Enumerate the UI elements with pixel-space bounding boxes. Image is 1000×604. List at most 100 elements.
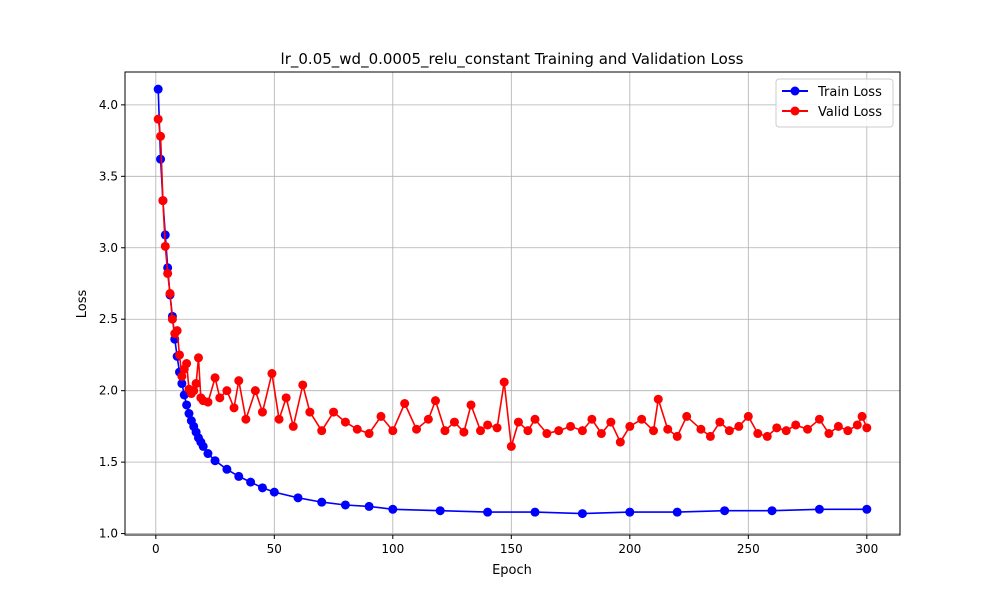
valid-loss-point xyxy=(340,417,350,427)
valid-loss-point xyxy=(329,407,339,417)
valid-loss-point xyxy=(753,429,763,439)
train-loss-point xyxy=(577,509,587,519)
valid-loss-point xyxy=(803,424,813,434)
x-tick-label: 100 xyxy=(381,542,404,556)
valid-loss-point xyxy=(156,131,166,141)
valid-loss-point xyxy=(274,414,284,424)
valid-loss-point xyxy=(222,386,232,396)
valid-loss-point xyxy=(843,426,853,436)
train-loss-point xyxy=(435,506,445,516)
valid-loss-point xyxy=(163,268,173,278)
y-tick-label: 4.0 xyxy=(99,98,118,112)
valid-loss-point xyxy=(734,421,744,431)
series-layer xyxy=(153,84,872,519)
valid-loss-point xyxy=(189,386,199,396)
train-loss-point xyxy=(153,84,163,94)
train-loss-point xyxy=(388,504,398,514)
valid-loss-point xyxy=(298,380,308,390)
valid-loss-point xyxy=(215,393,225,403)
train-loss-point xyxy=(156,154,166,164)
valid-loss-point xyxy=(267,369,277,379)
valid-loss-point xyxy=(772,423,782,433)
train-loss-point xyxy=(317,497,327,507)
valid-loss-point xyxy=(625,421,635,431)
train-loss-point xyxy=(814,504,824,514)
train-loss-point xyxy=(184,409,194,419)
valid-loss-point xyxy=(606,417,616,427)
valid-loss-point xyxy=(165,288,175,298)
valid-loss-point xyxy=(566,421,576,431)
valid-loss-point xyxy=(388,426,398,436)
y-axis-label: Loss xyxy=(75,290,90,319)
valid-loss-point xyxy=(203,397,213,407)
valid-loss-point xyxy=(449,417,459,427)
valid-loss-point xyxy=(172,326,182,336)
valid-loss-point xyxy=(587,414,597,424)
legend-valid-marker xyxy=(790,106,800,116)
plot-frame xyxy=(124,71,901,536)
train-loss-point xyxy=(257,483,267,493)
valid-loss-point xyxy=(483,420,493,430)
y-tick-label: 1.5 xyxy=(99,455,118,469)
valid-loss-point xyxy=(288,421,298,431)
y-tick-label: 2.0 xyxy=(99,384,118,398)
valid-loss-point xyxy=(852,420,862,430)
train-loss-point xyxy=(364,501,374,511)
x-tick-label: 300 xyxy=(855,542,878,556)
chart-title: lr_0.05_wd_0.0005_relu_constant Training… xyxy=(281,50,744,69)
legend-train-label: Train Loss xyxy=(817,85,882,100)
y-tick-label: 3.5 xyxy=(99,169,118,183)
valid-loss-point xyxy=(833,421,843,431)
valid-loss-point xyxy=(499,377,509,387)
valid-loss-point xyxy=(241,414,251,424)
valid-loss-series xyxy=(153,114,872,451)
valid-loss-point xyxy=(542,429,552,439)
train-loss-point xyxy=(269,487,279,497)
x-axis-label: Epoch xyxy=(492,563,532,578)
valid-loss-point xyxy=(762,431,772,441)
valid-loss-point xyxy=(364,429,374,439)
valid-loss-point xyxy=(696,424,706,434)
train-loss-point xyxy=(293,493,303,503)
valid-loss-point xyxy=(281,393,291,403)
valid-loss-point xyxy=(530,414,540,424)
valid-loss-point xyxy=(400,399,410,409)
valid-loss-point xyxy=(672,431,682,441)
valid-loss-point xyxy=(423,414,433,424)
x-tick-label: 0 xyxy=(152,542,160,556)
valid-loss-point xyxy=(715,417,725,427)
valid-loss-point xyxy=(153,114,163,124)
valid-loss-point xyxy=(862,423,872,433)
x-tick-label: 200 xyxy=(618,542,641,556)
valid-loss-point xyxy=(857,411,867,421)
valid-loss-point xyxy=(167,314,177,324)
valid-loss-point xyxy=(459,427,469,437)
grid xyxy=(125,72,900,535)
x-tick-label: 150 xyxy=(500,542,523,556)
valid-loss-point xyxy=(476,426,486,436)
valid-loss-point xyxy=(492,423,502,433)
x-tick-label: 250 xyxy=(737,542,760,556)
valid-loss-point xyxy=(466,400,476,410)
valid-loss-point xyxy=(317,426,327,436)
valid-loss-point xyxy=(177,371,187,381)
train-loss-point xyxy=(210,456,220,466)
valid-loss-point xyxy=(649,426,659,436)
valid-loss-point xyxy=(791,420,801,430)
train-loss-point xyxy=(720,506,730,516)
legend-train-marker xyxy=(790,86,800,96)
valid-loss-point xyxy=(234,376,244,386)
valid-loss-point xyxy=(781,426,791,436)
train-loss-point xyxy=(862,504,872,514)
valid-loss-point xyxy=(682,411,692,421)
valid-loss-point xyxy=(743,411,753,421)
x-tick-label: 50 xyxy=(267,542,282,556)
train-loss-point xyxy=(340,500,350,510)
y-tick-label: 1.0 xyxy=(99,527,118,541)
valid-loss-point xyxy=(814,414,824,424)
train-loss-point xyxy=(234,471,244,481)
valid-loss-point xyxy=(637,414,647,424)
valid-loss-point xyxy=(430,396,440,406)
valid-loss-point xyxy=(554,426,564,436)
